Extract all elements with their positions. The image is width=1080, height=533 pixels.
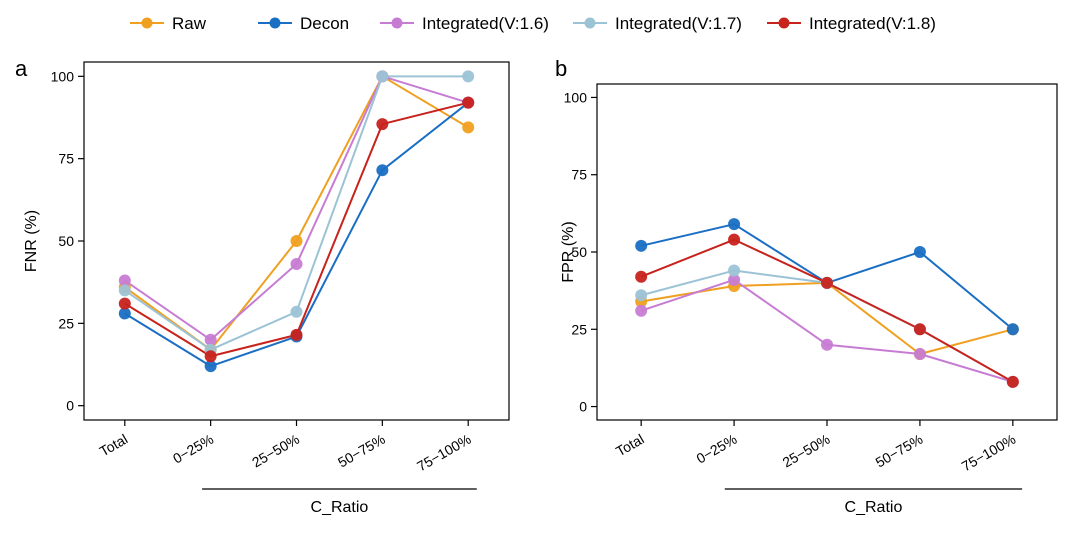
data-point <box>290 258 303 271</box>
legend-label: Integrated(V:1.7) <box>615 14 742 33</box>
panel-letter: a <box>15 56 28 81</box>
legend-label: Integrated(V:1.8) <box>809 14 936 33</box>
data-point <box>635 270 648 283</box>
legend-label: Raw <box>172 14 207 33</box>
x-tick-label: 25−50% <box>249 431 302 471</box>
data-point <box>376 70 389 83</box>
data-point <box>204 360 217 373</box>
panel-b: b 0 25 50 75 100 FPR (%) Total 0−25% 25−50% 50−75%… <box>555 56 1058 516</box>
legend-marker <box>391 17 403 29</box>
x-tick-label: 0−25% <box>693 431 739 467</box>
data-point <box>376 118 389 131</box>
legend-label: Decon <box>300 14 349 33</box>
legend-item: Integrated(V:1.8) <box>767 14 936 33</box>
x-tick-label: Total <box>613 431 647 460</box>
data-point <box>118 307 131 320</box>
data-point <box>118 274 131 287</box>
y-tick-label: 100 <box>51 68 75 84</box>
data-point <box>290 305 303 318</box>
data-point <box>728 273 741 286</box>
y-tick-label: 75 <box>58 151 74 167</box>
data-point <box>290 328 303 341</box>
data-point <box>635 304 648 317</box>
data-point <box>821 276 833 289</box>
data-point <box>728 218 741 231</box>
data-point <box>290 235 303 247</box>
data-point <box>118 284 131 297</box>
data-point <box>728 264 741 277</box>
legend-item: Integrated(V:1.6) <box>380 14 549 33</box>
series-line-integrated-v-1-6- <box>640 278 1014 383</box>
data-point <box>204 350 217 363</box>
y-tick-label: 25 <box>58 315 74 331</box>
legend-item: Integrated(V:1.7) <box>573 14 742 33</box>
y-tick-label: 75 <box>571 167 587 183</box>
y-tick-label: 50 <box>58 233 74 249</box>
data-point <box>462 121 475 134</box>
y-tick-label: 0 <box>66 398 74 414</box>
x-axis-title: C_Ratio <box>311 499 369 516</box>
y-tick-label: 100 <box>564 89 588 105</box>
y-tick-label: 0 <box>579 399 587 415</box>
x-tick-label: 75−100% <box>414 431 474 475</box>
legend-label: Integrated(V:1.6) <box>422 14 549 33</box>
y-tick-label: 50 <box>571 244 587 260</box>
data-point <box>913 348 926 361</box>
x-tick-label: 0−25% <box>170 431 216 467</box>
legend-item: Decon <box>258 14 349 33</box>
legend-marker <box>778 17 790 29</box>
x-axis-title: C_Ratio <box>845 499 903 516</box>
data-point <box>118 297 131 310</box>
panel-a: a 0 25 50 75 100 FNR (%) Total 0−25% 25−50% 50−75%… <box>15 56 510 516</box>
y-axis-title: FPR (%) <box>560 221 577 282</box>
legend-marker <box>584 17 596 29</box>
x-tick-label: 50−75% <box>335 431 388 471</box>
data-point <box>462 70 475 83</box>
data-point <box>204 333 217 346</box>
legend: Raw Decon Integrated(V:1.6) Integrated(V:1.… <box>130 14 936 33</box>
data-point <box>635 239 648 252</box>
legend-marker <box>141 17 153 29</box>
y-axis-title: FNR (%) <box>23 210 40 272</box>
x-tick-label: Total <box>97 431 131 460</box>
data-point <box>913 246 926 258</box>
plot-frame <box>596 83 1058 421</box>
series-line-decon <box>640 223 1014 331</box>
data-point <box>913 323 926 336</box>
panel-letter: b <box>555 56 567 81</box>
data-point <box>376 164 389 177</box>
x-tick-label: 25−50% <box>780 431 833 471</box>
data-point <box>635 289 648 302</box>
legend-marker <box>269 17 281 29</box>
data-point <box>821 338 833 351</box>
legend-item: Raw <box>130 14 207 33</box>
data-point <box>728 233 741 246</box>
data-point <box>462 96 475 109</box>
y-tick-label: 25 <box>571 321 587 337</box>
series-line-integrated-v-1-8- <box>124 101 469 358</box>
x-tick-label: 50−75% <box>873 431 926 471</box>
series-line-integrated-v-1-8- <box>640 238 1014 383</box>
data-point <box>1006 375 1019 388</box>
x-tick-label: 75−100% <box>959 431 1019 475</box>
data-point <box>1006 323 1019 336</box>
